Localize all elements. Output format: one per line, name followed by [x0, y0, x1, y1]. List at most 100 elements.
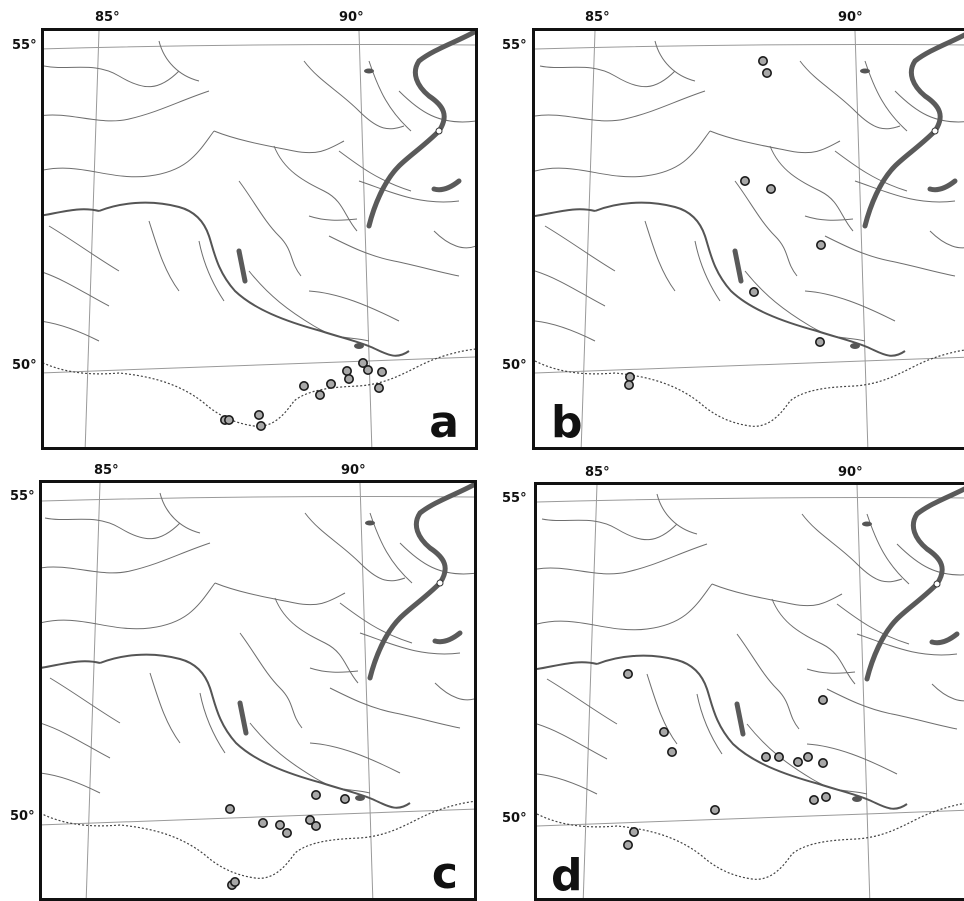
- river: [214, 582, 346, 606]
- site-marker: [258, 817, 269, 828]
- river: [44, 272, 110, 307]
- major-river: [237, 700, 249, 736]
- city-marker: [436, 579, 444, 587]
- river: [806, 743, 898, 775]
- admin-border: [99, 653, 411, 809]
- site-marker: [256, 420, 267, 431]
- site-marker: [761, 751, 772, 762]
- state-border: [535, 349, 964, 427]
- river: [42, 723, 111, 759]
- graticule-50: [42, 808, 474, 826]
- lake: [354, 343, 364, 349]
- river: [799, 60, 901, 130]
- site-marker: [325, 378, 336, 389]
- river: [44, 517, 181, 540]
- map-frame: c: [39, 480, 477, 901]
- river: [309, 667, 359, 673]
- site-marker: [625, 371, 636, 382]
- map-frame: b: [532, 28, 964, 450]
- major-river: [864, 581, 940, 682]
- graticule-90: [359, 483, 374, 898]
- river: [854, 180, 956, 203]
- river: [535, 130, 711, 178]
- major-river: [431, 178, 462, 193]
- admin-border: [42, 660, 101, 669]
- lon-label-85: 85°: [94, 463, 119, 478]
- major-river: [732, 248, 744, 284]
- graticule-90: [358, 31, 373, 447]
- site-marker: [298, 380, 309, 391]
- lat-label-50: 50°: [502, 358, 527, 373]
- river: [398, 90, 475, 123]
- city-marker: [931, 127, 939, 135]
- river: [44, 130, 215, 178]
- graticule-55: [44, 44, 475, 50]
- river: [329, 687, 461, 729]
- river: [273, 145, 358, 232]
- river: [249, 722, 371, 794]
- river: [304, 512, 406, 582]
- major-river: [412, 31, 475, 134]
- major-river: [910, 486, 964, 587]
- site-marker: [792, 756, 803, 767]
- lon-label-85: 85°: [585, 10, 610, 25]
- river: [328, 235, 460, 277]
- river: [824, 235, 956, 277]
- river: [42, 772, 101, 794]
- site-marker: [314, 389, 325, 400]
- site-marker: [343, 373, 354, 384]
- river: [48, 225, 120, 272]
- lake: [364, 68, 374, 74]
- site-marker: [762, 67, 773, 78]
- site-marker: [623, 669, 634, 680]
- river: [931, 683, 964, 702]
- river: [309, 742, 401, 774]
- major-river: [366, 128, 442, 229]
- admin-border: [98, 201, 410, 357]
- river: [338, 150, 412, 192]
- river: [308, 215, 358, 221]
- site-marker: [659, 727, 670, 738]
- river: [44, 90, 210, 122]
- site-marker: [624, 379, 635, 390]
- lon-label-90: 90°: [838, 465, 863, 480]
- river: [644, 220, 676, 292]
- major-river: [908, 32, 964, 134]
- state-border: [42, 800, 474, 879]
- map-panel-a: 85° 90° 55° 50° a: [0, 0, 482, 450]
- major-river: [413, 483, 474, 586]
- graticule-55: [537, 497, 964, 503]
- major-river: [862, 128, 938, 229]
- map-panel-c: 85° 90° 55° 50° c: [0, 451, 482, 901]
- site-marker: [817, 757, 828, 768]
- basemap: [535, 31, 964, 447]
- site-marker: [341, 365, 352, 376]
- river: [49, 677, 121, 724]
- lon-label-85: 85°: [95, 10, 120, 25]
- river: [736, 633, 800, 730]
- major-river: [927, 178, 958, 193]
- map-frame: a: [41, 28, 478, 450]
- river: [274, 597, 359, 684]
- admin-border: [44, 208, 100, 217]
- river: [539, 65, 676, 88]
- site-marker: [740, 176, 751, 187]
- river: [801, 513, 903, 583]
- lake: [355, 795, 365, 801]
- site-marker: [817, 695, 828, 706]
- river: [148, 220, 180, 292]
- lon-label-90: 90°: [339, 10, 364, 25]
- site-marker: [623, 839, 634, 850]
- river: [199, 692, 226, 754]
- river: [159, 492, 201, 534]
- river: [303, 60, 405, 130]
- site-marker: [373, 382, 384, 393]
- site-marker: [362, 364, 373, 375]
- site-marker: [357, 357, 368, 368]
- site-marker: [310, 820, 321, 831]
- graticule-50: [535, 356, 964, 374]
- river: [734, 180, 798, 277]
- river: [929, 230, 964, 249]
- river: [537, 543, 708, 575]
- river: [537, 583, 713, 631]
